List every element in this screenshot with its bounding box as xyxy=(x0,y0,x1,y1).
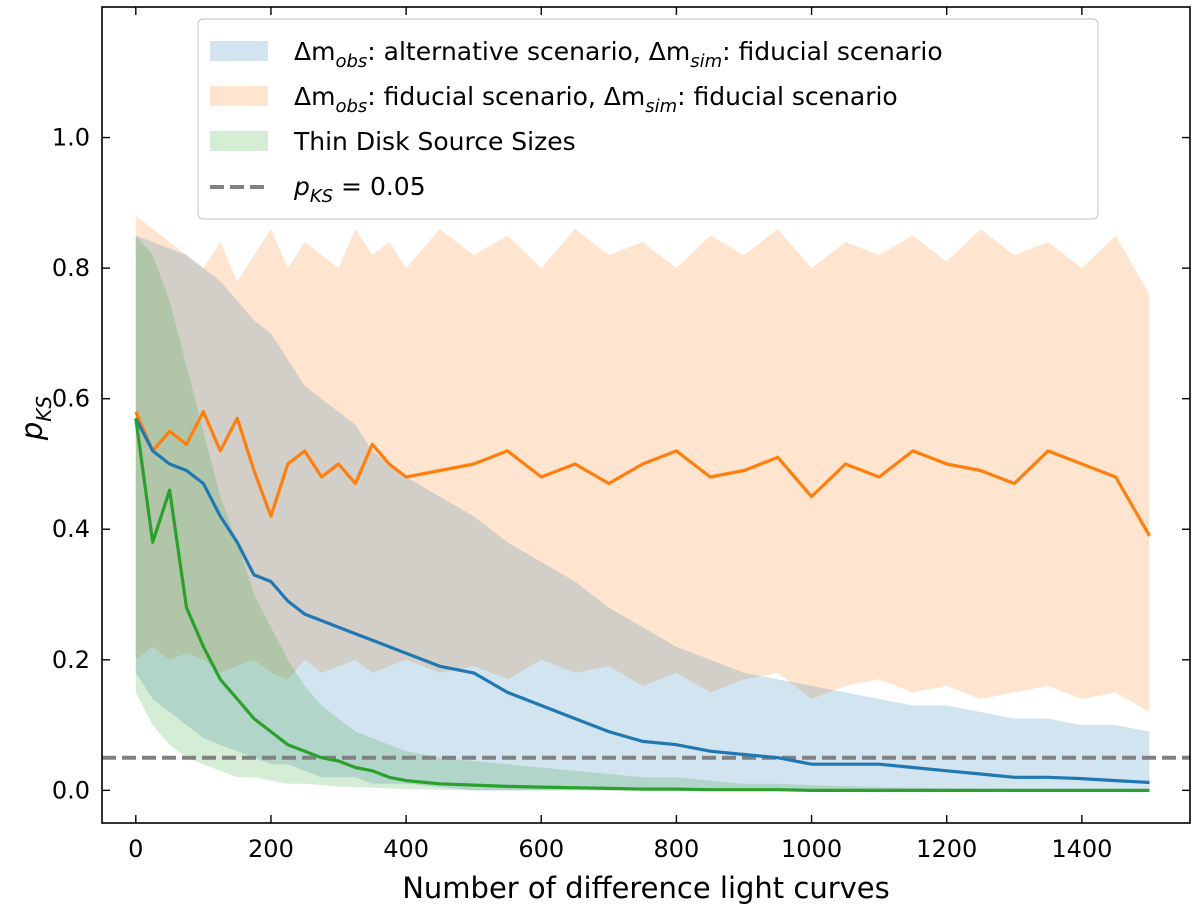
y-tick-label: 0.8 xyxy=(52,254,90,282)
x-axis-ticks: 0 200 400 600 800 1000 1200 1400 xyxy=(128,7,1112,863)
legend-box xyxy=(197,18,1099,220)
legend-entry-thin: Thin Disk Source Sizes xyxy=(293,127,576,156)
y-tick-label: 0.2 xyxy=(52,646,90,674)
y-axis-ticks: 0.0 0.2 0.4 0.6 0.8 1.0 xyxy=(52,124,1190,804)
x-tick-label: 600 xyxy=(518,835,564,863)
y-axis-title: pKS xyxy=(15,396,56,442)
y-axis-title-sub: KS xyxy=(32,396,56,422)
legend-swatch-thin xyxy=(210,131,268,151)
x-tick-label: 400 xyxy=(383,835,429,863)
x-axis-title: Number of difference light curves xyxy=(402,871,890,905)
x-tick-label: 200 xyxy=(248,835,294,863)
legend: Δmobs: alternative scenario, Δmsim: fidu… xyxy=(197,18,1099,220)
plot-frame xyxy=(101,6,1191,824)
line-fiducial xyxy=(134,410,1151,537)
line-alternative xyxy=(134,417,1150,785)
y-axis-title-main: p xyxy=(15,422,49,441)
x-tick-label: 1000 xyxy=(781,835,842,863)
x-tick-label: 800 xyxy=(654,835,700,863)
y-tick-label: 1.0 xyxy=(52,124,90,152)
x-tick-label: 1200 xyxy=(916,835,977,863)
svg-text:pKS: pKS xyxy=(15,396,56,442)
legend-entry-alt: Δmobs: alternative scenario, Δmsim: fidu… xyxy=(294,37,943,72)
y-tick-label: 0.4 xyxy=(52,515,90,543)
median-lines xyxy=(134,410,1151,793)
x-tick-label: 1400 xyxy=(1051,835,1112,863)
line-thin xyxy=(134,418,1150,793)
y-tick-label: 0.0 xyxy=(52,776,90,804)
y-tick-label: 0.6 xyxy=(52,385,90,413)
band-thin xyxy=(135,235,1150,791)
x-tick-label: 0 xyxy=(128,835,143,863)
legend-entry-threshold: pKS = 0.05 xyxy=(293,172,426,207)
legend-entry-fid: Δmobs: fiducial scenario, Δmsim: fiducia… xyxy=(294,82,898,117)
band-alternative xyxy=(135,235,1150,791)
legend-swatch-fid xyxy=(210,86,268,106)
legend-swatch-alt xyxy=(210,41,268,61)
